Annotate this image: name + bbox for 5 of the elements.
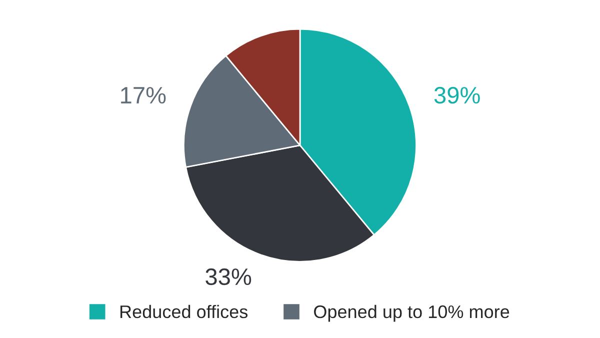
data-label: 39% bbox=[434, 86, 480, 104]
legend-label: Reduced offices bbox=[120, 304, 248, 318]
legend-label: Opened up to 10% more bbox=[314, 304, 510, 322]
data-label: 33% bbox=[206, 268, 252, 286]
data-label: 17% bbox=[121, 87, 166, 104]
